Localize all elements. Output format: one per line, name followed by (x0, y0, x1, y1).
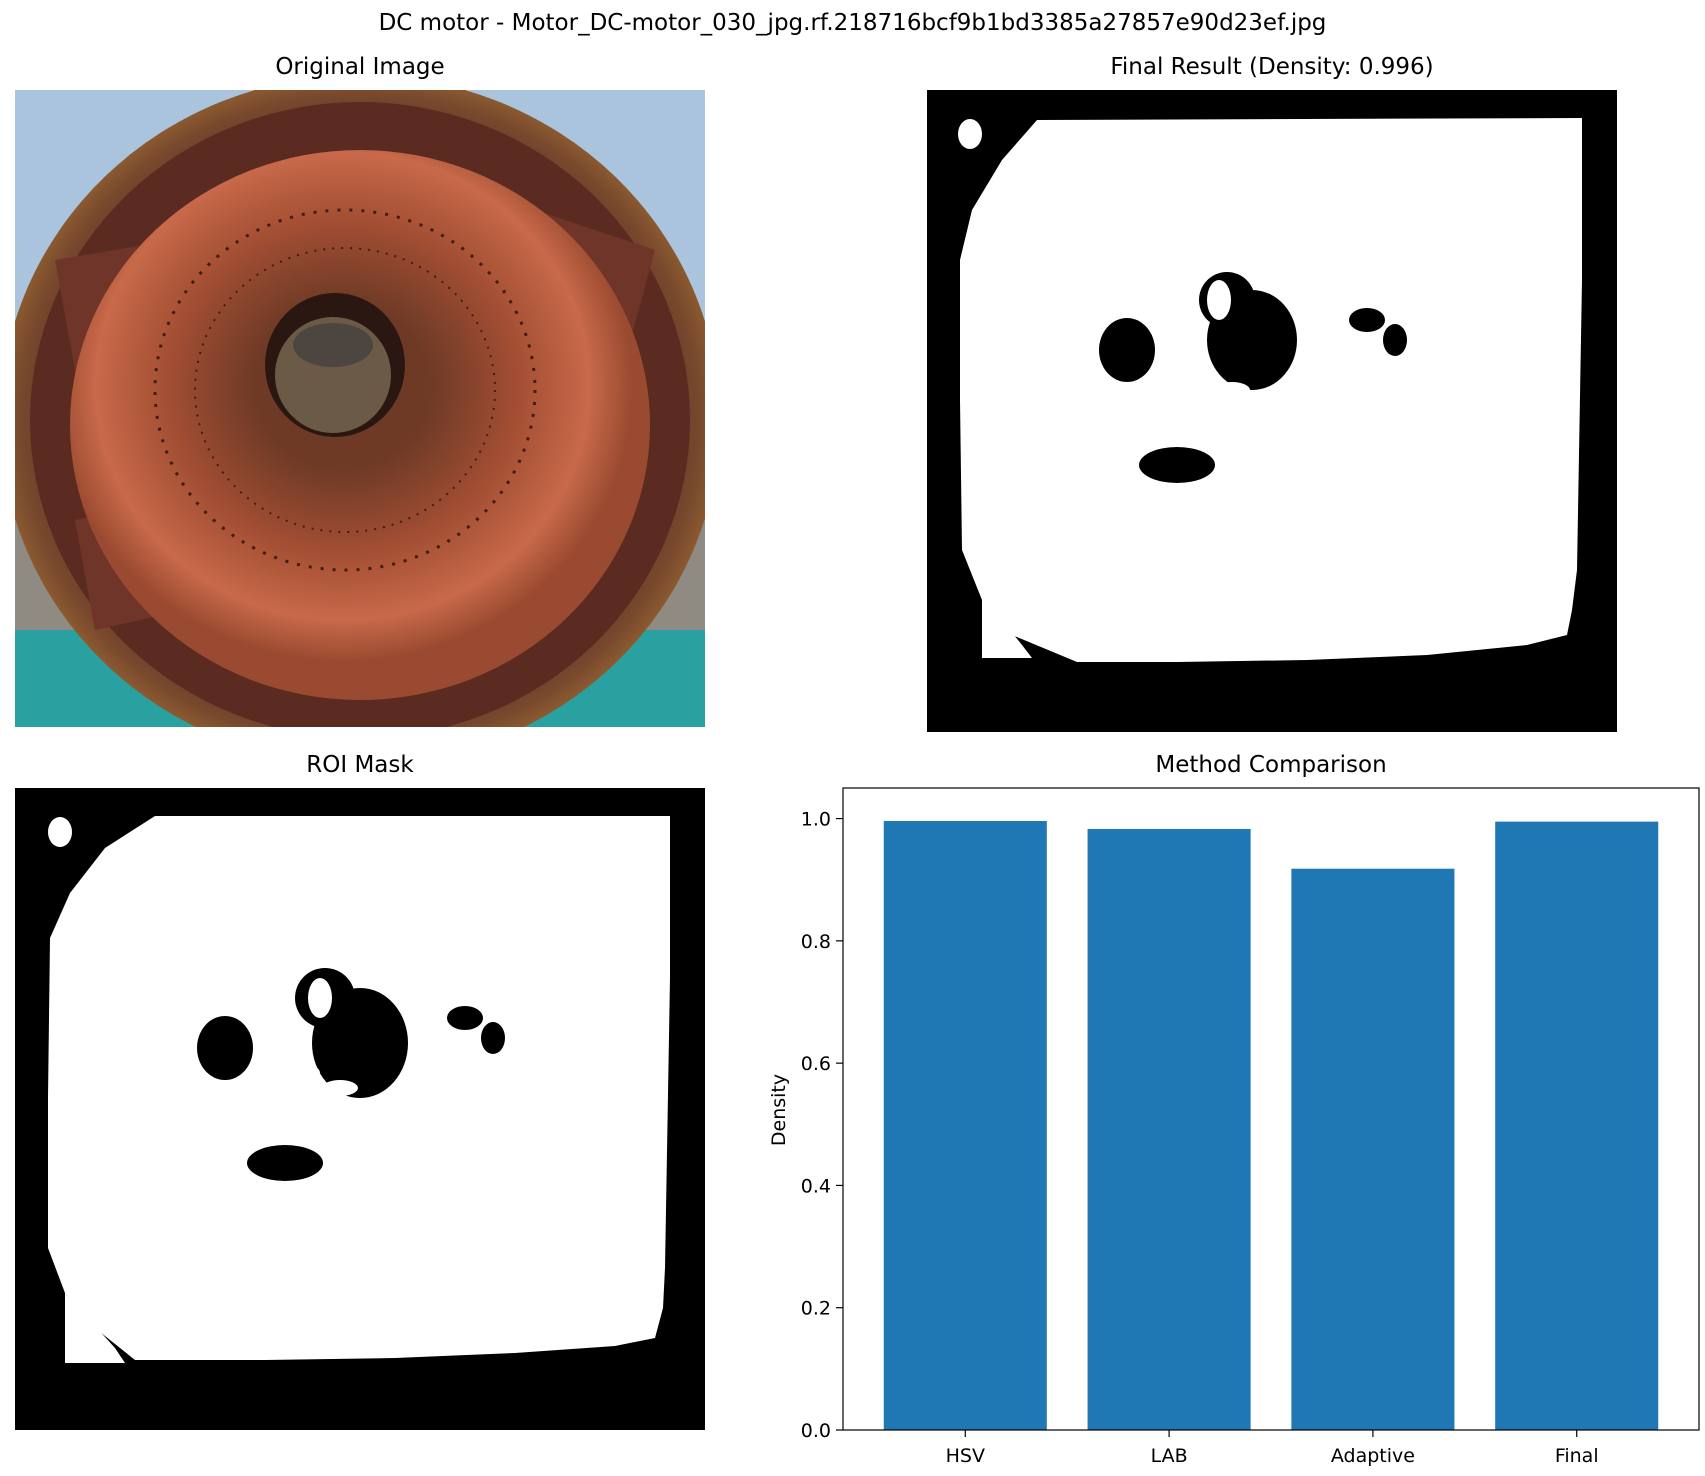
final-mask-image (927, 90, 1617, 732)
final-result-title: Final Result (Density: 0.996) (1110, 54, 1434, 80)
x-tick-label-final: Final (1555, 1445, 1599, 1467)
roi-mask-image (15, 788, 705, 1430)
final-result-mask (927, 90, 1617, 732)
x-tick-label-hsv: HSV (946, 1445, 985, 1467)
method-comparison-title: Method Comparison (1155, 752, 1387, 778)
roi-mask-title: ROI Mask (306, 752, 414, 778)
y-tick-label: 0.4 (801, 1175, 831, 1197)
original-image (15, 90, 705, 727)
y-tick-label: 1.0 (801, 809, 831, 831)
y-tick-label: 0.2 (801, 1298, 831, 1320)
motor-photo (15, 90, 705, 727)
bar-final (1495, 821, 1659, 1430)
y-tick-label: 0.6 (801, 1053, 831, 1075)
roi-mask (15, 788, 705, 1430)
original-image-title: Original Image (275, 54, 445, 80)
y-tick-label: 0.8 (801, 931, 831, 953)
plot-frame (842, 787, 1700, 1431)
bar-lab (1087, 828, 1251, 1430)
bar-hsv (883, 821, 1047, 1430)
y-tick-label: 0.0 (801, 1420, 831, 1442)
bar-chart-svg: 0.0 0.2 0.4 0.6 0.8 1.0 HSV LAB Adaptive Final D… (768, 787, 1700, 1467)
bar-adaptive (1291, 868, 1455, 1430)
x-tick-label-lab: LAB (1151, 1445, 1188, 1467)
x-tick-label-adaptive: Adaptive (1331, 1445, 1415, 1467)
method-comparison-chart: 0.0 0.2 0.4 0.6 0.8 1.0 HSV LAB Adaptive Final D… (745, 780, 1705, 1476)
figure-suptitle: DC motor - Motor_DC-motor_030_jpg.rf.218… (378, 10, 1327, 36)
y-axis-label: Density (768, 1074, 790, 1146)
